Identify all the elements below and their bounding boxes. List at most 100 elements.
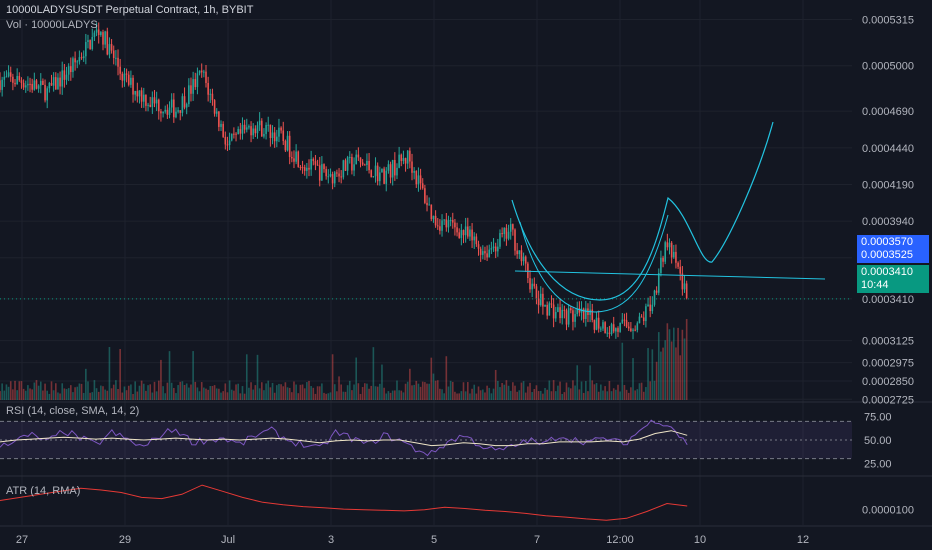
volume-bar: [239, 393, 242, 400]
volume-bar: [473, 384, 476, 400]
volume-bar: [501, 382, 503, 400]
volume-bar: [100, 385, 102, 400]
volume-bar: [181, 381, 184, 400]
volume-bar: [205, 388, 207, 400]
candle-body: [368, 160, 370, 171]
volume-bar: [632, 358, 634, 400]
volume-bar: [677, 327, 679, 400]
candle-body: [100, 32, 102, 35]
volume-bar: [509, 390, 512, 400]
candle-body: [383, 168, 385, 184]
volume-bar: [479, 390, 482, 400]
candle-body: [117, 57, 119, 67]
candle-body: [263, 133, 265, 137]
volume-bar: [627, 392, 630, 400]
volume-bar: [625, 389, 628, 400]
volume-bar: [389, 392, 392, 400]
candle-body: [439, 226, 441, 231]
volume-bar: [87, 381, 89, 400]
volume-bar: [263, 390, 265, 400]
candle-body: [479, 248, 482, 255]
volume-bar: [78, 383, 81, 400]
volume-bar: [35, 380, 38, 400]
volume-bar: [587, 391, 589, 400]
volume-bar: [376, 386, 379, 400]
candle-body: [301, 167, 304, 169]
candle-body: [449, 220, 452, 222]
candle-body: [381, 168, 383, 173]
volume-bar: [164, 393, 167, 400]
volume-bar: [151, 392, 154, 400]
volume-bar: [190, 384, 192, 400]
volume-bar: [291, 392, 293, 400]
volume-bar: [666, 323, 669, 400]
volume-bar: [306, 382, 308, 400]
volume-bar: [492, 388, 495, 400]
candle-body: [675, 251, 677, 263]
volume-bar: [617, 384, 619, 400]
candle-body: [168, 107, 171, 115]
candle-body: [85, 42, 87, 57]
volume-bar: [668, 329, 671, 400]
time-tick-label: 12:00: [606, 534, 634, 546]
candle-body: [488, 249, 491, 258]
candle-body: [177, 110, 179, 112]
volume-bar: [514, 385, 516, 400]
volume-bar: [458, 393, 461, 400]
time-tick-label: 3: [328, 534, 334, 546]
candle-body: [213, 100, 216, 114]
volume-bar: [567, 387, 570, 400]
candle-body: [303, 167, 306, 171]
time-tick-label: 29: [119, 534, 131, 546]
candle-body: [351, 157, 353, 171]
candle-body: [477, 244, 480, 249]
rsi-sma-line: [0, 430, 688, 447]
candle-body: [136, 91, 139, 97]
volume-bar: [685, 319, 688, 400]
volume-bar: [226, 392, 229, 400]
candle-body: [529, 278, 531, 290]
volume-bar: [550, 391, 553, 400]
rsi-legend: RSI (14, close, SMA, 14, 2): [6, 405, 140, 417]
volume-bar: [9, 381, 12, 400]
candle-body: [619, 322, 621, 332]
candle-body: [138, 90, 141, 97]
candle-body: [241, 124, 244, 134]
volume-bar: [557, 385, 559, 400]
volume-bar: [580, 381, 583, 400]
candle-body: [254, 128, 257, 134]
volume-bar: [683, 338, 686, 400]
candle-body: [398, 154, 400, 168]
volume-bar: [593, 384, 596, 400]
candle-body: [396, 167, 398, 176]
volume-bar: [443, 393, 445, 400]
volume-bar: [585, 381, 587, 400]
volume-bar: [436, 380, 439, 400]
candle-body: [512, 224, 514, 230]
candle-body: [657, 272, 660, 293]
candle-body: [458, 232, 461, 238]
candle-body: [190, 85, 192, 94]
candle-body: [574, 314, 576, 322]
candle-body: [170, 99, 173, 108]
candle-body: [456, 227, 458, 233]
volume-bar: [512, 382, 514, 400]
candle-body: [524, 256, 527, 264]
candle-body: [542, 293, 544, 307]
candle-body: [677, 262, 679, 267]
volume-bar: [482, 389, 484, 400]
volume-bar: [469, 393, 471, 400]
volume-bar: [413, 384, 415, 400]
candle-body: [402, 158, 405, 162]
candle-body: [93, 32, 96, 37]
volume-bar: [323, 392, 325, 400]
volume-bar: [65, 389, 68, 400]
candle-body: [314, 161, 317, 165]
volume-bar: [653, 380, 656, 400]
candle-body: [35, 80, 38, 89]
candle-body: [664, 242, 667, 262]
volume-bar: [115, 380, 117, 400]
volume-bar: [200, 382, 203, 400]
volume-bar: [27, 385, 29, 400]
